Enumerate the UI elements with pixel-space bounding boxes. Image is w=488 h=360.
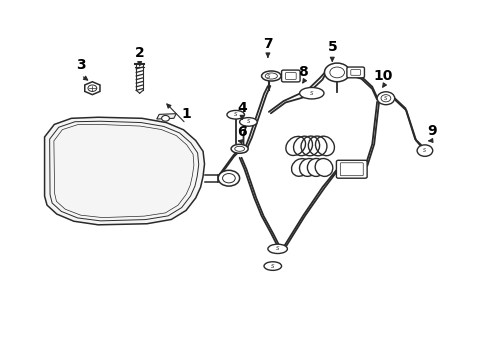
Text: 8: 8 — [298, 66, 307, 80]
Circle shape — [88, 85, 97, 91]
Text: 10: 10 — [373, 69, 392, 83]
Text: 9: 9 — [427, 123, 436, 138]
Ellipse shape — [291, 159, 309, 176]
Text: S: S — [309, 91, 313, 96]
Ellipse shape — [234, 146, 244, 151]
Ellipse shape — [226, 111, 244, 119]
Text: 7: 7 — [263, 37, 272, 51]
Circle shape — [329, 67, 344, 78]
FancyBboxPatch shape — [285, 73, 296, 80]
FancyBboxPatch shape — [336, 160, 366, 178]
Polygon shape — [157, 114, 176, 119]
Text: 4: 4 — [237, 101, 246, 115]
Ellipse shape — [299, 87, 324, 99]
Ellipse shape — [267, 244, 287, 253]
FancyBboxPatch shape — [350, 69, 360, 75]
Text: 1: 1 — [181, 107, 190, 121]
FancyBboxPatch shape — [340, 163, 363, 176]
Text: S: S — [270, 264, 274, 269]
Text: S: S — [246, 120, 250, 125]
Ellipse shape — [231, 144, 247, 153]
Ellipse shape — [261, 71, 281, 81]
Circle shape — [376, 92, 394, 105]
Ellipse shape — [264, 262, 281, 270]
Ellipse shape — [285, 136, 305, 156]
Circle shape — [222, 174, 235, 183]
Text: 3: 3 — [76, 58, 86, 72]
Text: 6: 6 — [237, 125, 246, 139]
FancyBboxPatch shape — [346, 67, 364, 78]
Circle shape — [218, 170, 239, 186]
Ellipse shape — [264, 73, 277, 79]
Ellipse shape — [314, 158, 332, 176]
Circle shape — [161, 116, 169, 121]
Ellipse shape — [239, 118, 257, 126]
Polygon shape — [84, 82, 100, 95]
Text: 5: 5 — [327, 40, 336, 54]
Circle shape — [380, 95, 390, 102]
Text: S: S — [275, 246, 279, 251]
FancyBboxPatch shape — [281, 70, 300, 82]
Ellipse shape — [307, 158, 325, 176]
Text: S: S — [266, 73, 270, 78]
Circle shape — [416, 145, 432, 156]
Circle shape — [324, 63, 349, 82]
Text: S: S — [233, 112, 237, 117]
Ellipse shape — [299, 158, 317, 176]
Text: 2: 2 — [135, 46, 144, 60]
Text: S: S — [423, 148, 426, 153]
Polygon shape — [44, 117, 204, 225]
Text: S: S — [384, 96, 387, 101]
